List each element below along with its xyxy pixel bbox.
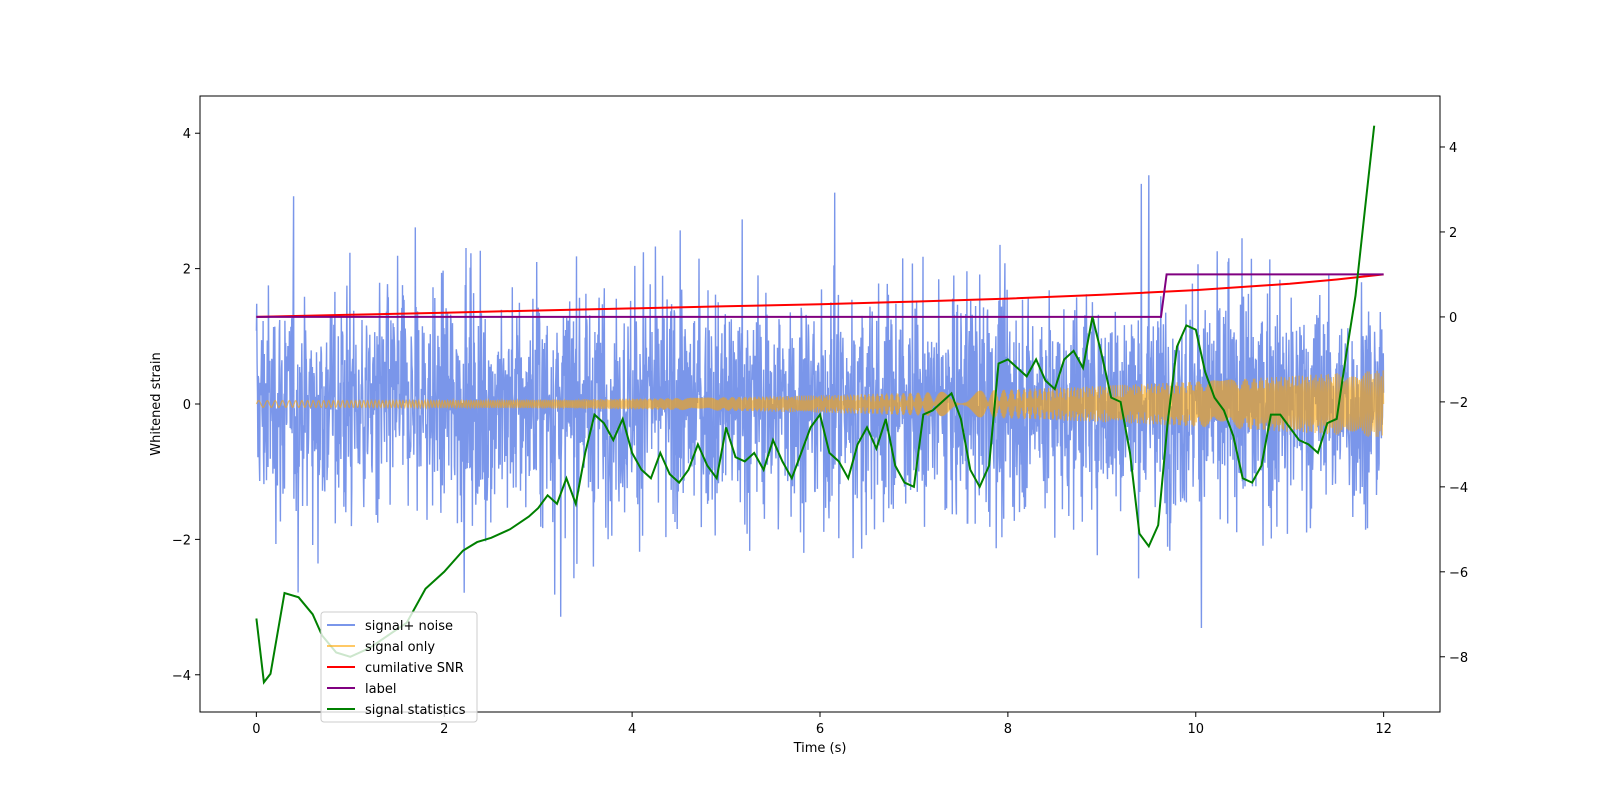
x-tick-label: 12 [1375,722,1392,737]
y-tick-label: −2 [172,533,191,548]
x-tick-label: 2 [440,722,448,737]
y2-tick-label: −6 [1449,566,1468,581]
x-axis-label: Time (s) [793,741,847,756]
x-axis-ticks: 0 2 4 6 8 10 12 [252,712,1392,737]
legend-frame [320,611,478,723]
legend-label-label: label [365,682,396,697]
series-layer [255,125,1385,685]
y2-tick-label: 2 [1449,226,1457,241]
legend-label-signal-noise: signal+ noise [365,619,453,634]
y-axis-label: Whitened strain [149,352,164,455]
series-signal-only [255,370,1385,437]
y-tick-label: 0 [183,398,191,413]
legend-label-cumulative-snr: cumilative SNR [365,661,464,676]
legend: signal+ noise signal only cumilative SNR… [320,611,478,723]
y-tick-label: 2 [183,263,191,278]
y-tick-label: 4 [183,127,191,142]
legend-label-signal-only: signal only [365,640,435,655]
y-axis-ticks: −4 −2 0 2 4 [172,127,200,684]
y2-tick-label: −8 [1449,651,1468,666]
series-signal-statistics [255,125,1376,685]
y2-tick-label: −2 [1449,396,1468,411]
y2-tick-label: 4 [1449,141,1457,156]
series-label [256,273,1384,318]
y2-axis-ticks: −8 −6 −4 −2 0 2 4 [1440,141,1468,666]
y2-tick-label: 0 [1449,311,1457,326]
y2-tick-label: −4 [1449,481,1468,496]
x-tick-label: 0 [252,722,260,737]
y-tick-label: −4 [172,669,191,684]
x-tick-label: 8 [1004,722,1012,737]
legend-label-signal-statistics: signal statistics [365,703,466,718]
x-tick-label: 6 [816,722,824,737]
x-tick-label: 10 [1187,722,1204,737]
series-cumulative-snr [256,273,1384,318]
x-tick-label: 4 [628,722,636,737]
